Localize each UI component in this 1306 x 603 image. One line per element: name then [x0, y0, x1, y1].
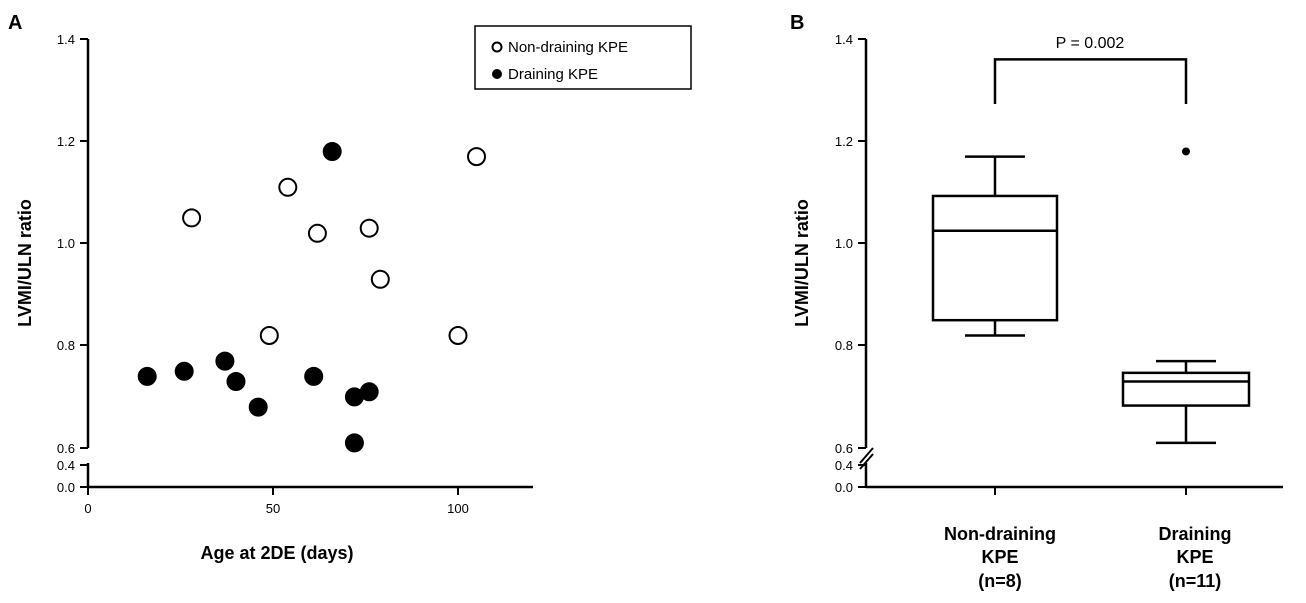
legend-filled-circle-marker [492, 69, 502, 79]
y-tick-label: 0.4 [57, 458, 75, 473]
box-iqr [1121, 371, 1251, 407]
point-non-draining [448, 326, 468, 345]
point-non-draining [278, 177, 298, 197]
box-plot-1 [1121, 147, 1251, 445]
legend-box [474, 25, 692, 90]
y-ticks-upper-a: 0.6 0.8 1.0 1.2 1.4 [57, 32, 88, 456]
point-draining [137, 366, 157, 386]
y-tick-label: 1.0 [835, 236, 853, 251]
legend-label: Draining KPE [508, 66, 598, 83]
p-value-label: P = 0.002 [1056, 35, 1125, 52]
point-non-draining [467, 147, 486, 167]
category-label-line: (n=11) [1169, 571, 1222, 591]
y-tick-label: 1.4 [835, 32, 853, 47]
point-draining [174, 361, 194, 381]
x-axis-label-a: Age at 2DE (days) [200, 543, 353, 563]
category-label-line: KPE [1176, 547, 1213, 567]
box-plots [931, 147, 1251, 445]
y-tick-label: 0.6 [57, 441, 75, 456]
category-label-line: Non-draining [944, 524, 1056, 544]
y-ticks-lower-b: 0.4 0.0 [835, 458, 866, 495]
axis-break-mark [859, 453, 874, 470]
significance-bracket: P = 0.002 [993, 35, 1188, 104]
point-draining [215, 351, 235, 371]
category-label-line: Draining [1158, 524, 1231, 544]
panel-a: A 0.6 0.8 1.0 1.2 1.4 0.4 0.0 [8, 12, 692, 563]
point-draining [344, 433, 364, 453]
box-iqr [931, 194, 1059, 322]
y-tick-label: 1.0 [57, 236, 75, 251]
category-label-non-draining: Non-draining KPE (n=8) [944, 524, 1056, 591]
point-non-draining [359, 218, 379, 238]
x-tick-label: 50 [266, 501, 280, 516]
category-label-line: (n=8) [978, 571, 1022, 591]
outlier-point [1182, 147, 1190, 156]
x-tick-label: 0 [84, 501, 91, 516]
point-draining [248, 397, 268, 417]
category-label-draining: Draining KPE (n=11) [1158, 524, 1231, 591]
box-plot-0 [931, 155, 1059, 337]
y-tick-label: 1.2 [835, 134, 853, 149]
point-non-draining [370, 269, 390, 289]
y-tick-label: 0.6 [835, 441, 853, 456]
point-draining [359, 382, 379, 402]
legend-open-circle-marker [491, 41, 503, 53]
legend-a: Non-draining KPE Draining KPE [474, 25, 692, 90]
y-tick-label: 0.0 [835, 480, 853, 495]
category-label-line: KPE [981, 547, 1018, 567]
y-tick-label: 0.8 [835, 338, 853, 353]
point-non-draining [307, 223, 327, 243]
panel-b: B 0.6 0.8 1.0 1.2 1.4 0.4 0.0 [790, 12, 1283, 591]
point-non-draining [182, 208, 202, 228]
point-draining [322, 142, 342, 161]
y-ticks-upper-b: 0.6 0.8 1.0 1.2 1.4 [835, 32, 866, 456]
y-tick-label: 1.2 [57, 134, 75, 149]
point-non-draining [259, 326, 279, 345]
y-ticks-lower-a: 0.4 0.0 [57, 458, 88, 495]
scatter-points [137, 142, 486, 453]
panel-letter-a: A [8, 12, 22, 34]
panel-letter-b: B [790, 12, 804, 34]
point-draining [226, 372, 246, 391]
y-tick-label: 0.0 [57, 480, 75, 495]
y-tick-label: 0.8 [57, 338, 75, 353]
point-draining [304, 366, 324, 386]
x-tick-label: 100 [447, 501, 469, 516]
y-axis-label-b: LVMI/ULN ratio [792, 199, 812, 327]
y-tick-label: 0.4 [835, 458, 853, 473]
axis-break-mark [859, 447, 874, 464]
y-axis-label-a: LVMI/ULN ratio [15, 199, 35, 327]
legend-label: Non-draining KPE [508, 39, 628, 56]
x-ticks-a: 0 50 100 [84, 487, 469, 516]
y-tick-label: 1.4 [57, 32, 75, 47]
bracket-line [993, 58, 1188, 104]
